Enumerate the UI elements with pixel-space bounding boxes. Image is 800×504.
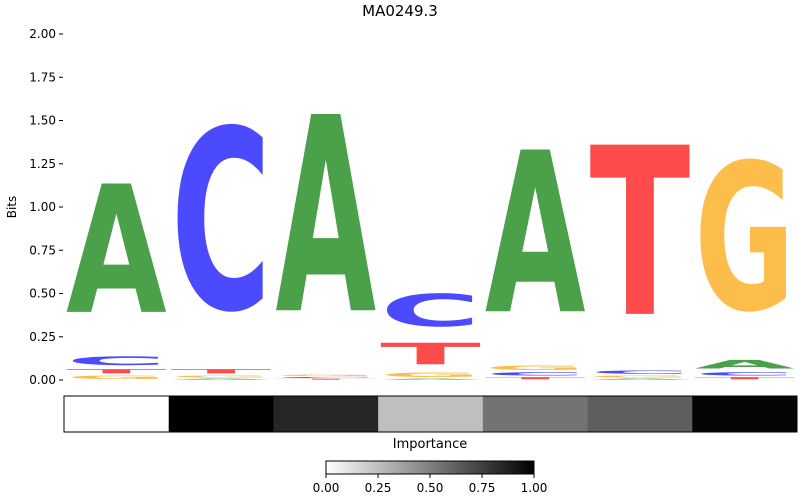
heatmap-frame (63, 395, 798, 433)
importance-cell (273, 396, 379, 432)
y-axis: 0.00 0.25 0.50 0.75 1.00 1.25 1.50 1.75 2.00 (29, 27, 63, 387)
logo-letter-t: T (590, 98, 691, 369)
y-tick-label: 2.00 (29, 27, 56, 41)
chart-title: MA0249.3 (362, 2, 438, 20)
y-tick-label: 1.75 (29, 70, 56, 84)
y-tick-label: 1.50 (29, 114, 56, 128)
logo-letter-g: G (380, 371, 481, 378)
logo-letter-t: T (66, 368, 167, 375)
logo-letter-g: G (694, 123, 795, 358)
colorbar-tick-label: 0.75 (469, 481, 496, 495)
logo-letter-c: C (380, 285, 481, 337)
logo-letter-g: G (485, 364, 586, 371)
logo-letter-a: A (590, 378, 691, 380)
logo-letter-t: T (275, 378, 376, 380)
importance-colorbar: 0.00 0.25 0.50 0.75 1.00 (313, 460, 548, 495)
logo-letter-a: A (275, 61, 376, 374)
logo-letter-a: A (66, 149, 167, 354)
y-tick-label: 0.25 (29, 330, 56, 344)
logo-letter-t: T (694, 377, 795, 380)
logo-letter-a: A (171, 378, 272, 380)
logo-letter-c: C (66, 354, 167, 368)
y-tick-label: 0.50 (29, 287, 56, 301)
importance-heatmap (63, 395, 798, 433)
logo-letter-c: C (275, 377, 376, 379)
importance-label: Importance (393, 437, 468, 452)
y-axis-label: Bits (5, 196, 19, 219)
logo-letter-c: C (171, 79, 272, 367)
logo-letter-t: T (380, 337, 481, 371)
logo-letter-t: T (171, 368, 272, 375)
logo-letter-a: A (694, 357, 795, 371)
importance-cell (692, 396, 798, 432)
logo-letter-a: A (380, 378, 481, 380)
logo-letter-c: C (694, 371, 795, 376)
colorbar-tick-label: 0.25 (365, 481, 392, 495)
logo-letter-c: C (485, 371, 586, 376)
colorbar-gradient (325, 460, 535, 475)
colorbar-tick-label: 1.00 (521, 481, 548, 495)
importance-cell (587, 396, 693, 432)
logo-letter-a: A (485, 105, 586, 364)
logo-letter-c: C (590, 370, 691, 375)
logo-letter-g: G (590, 375, 691, 378)
y-tick-label: 1.25 (29, 157, 56, 171)
logo-letter-t: T (485, 377, 586, 380)
importance-cell (378, 396, 484, 432)
importance-cell (64, 396, 170, 432)
y-tick-label: 1.00 (29, 200, 56, 214)
logo-letter-g: G (171, 375, 272, 378)
logo-letter-g: G (66, 375, 167, 380)
logo-letter-g: G (275, 375, 376, 377)
importance-cell (482, 396, 589, 432)
y-tick-label: 0.00 (29, 373, 56, 387)
colorbar-tick-label: 0.50 (417, 481, 444, 495)
importance-cell (168, 396, 274, 432)
colorbar-tick-label: 0.00 (313, 481, 340, 495)
y-tick-label: 0.75 (29, 243, 56, 257)
